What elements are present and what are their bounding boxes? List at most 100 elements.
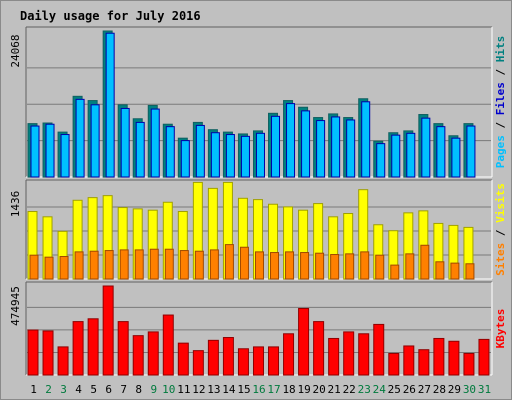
kbytes-bar-day-26	[403, 345, 415, 376]
visits-bar-sites-day-18	[285, 251, 295, 280]
day-label-14: 14	[222, 383, 236, 396]
kbytes-bar-day-12	[192, 350, 204, 376]
kbytes-bar-day-19	[298, 307, 310, 376]
day-label-12: 12	[192, 383, 205, 396]
visits-bar-sites-day-9	[149, 248, 159, 280]
kbytes-bar-day-17	[268, 346, 280, 376]
visits-bar-sites-day-30	[465, 263, 475, 280]
requests-bar-pages-day-19	[301, 110, 311, 178]
visits-bar-sites-day-26	[405, 253, 415, 280]
day-label-17: 17	[267, 383, 280, 396]
requests-bar-pages-day-14	[225, 134, 235, 178]
kbytes-max-label: 474945	[9, 286, 22, 326]
visits-bar-sites-day-10	[164, 248, 174, 280]
day-label-3: 3	[60, 383, 67, 396]
visits-bar-sites-day-8	[134, 249, 144, 280]
requests-bar-pages-day-17	[271, 115, 281, 178]
day-label-9: 9	[150, 383, 157, 396]
kbytes-bar-day-2	[42, 330, 54, 376]
day-label-23: 23	[358, 383, 371, 396]
day-labels: 1 2 3 4 5 6 7 8 9 10 11 12 13 14 15 16 17 18 19 20 21 22 23 24 2…	[30, 383, 491, 396]
visits-bar-sites-day-2	[44, 256, 54, 280]
visits-bar-sites-day-6	[104, 250, 114, 280]
visits-bar-sites-day-21	[330, 254, 340, 280]
kbytes-bar-day-7	[117, 321, 129, 376]
day-label-8: 8	[135, 383, 142, 396]
day-label-19: 19	[297, 383, 310, 396]
day-label-10: 10	[162, 383, 175, 396]
requests-bar-pages-day-6	[105, 32, 115, 178]
kbytes-bar-day-13	[207, 339, 219, 376]
day-label-1: 1	[30, 383, 37, 396]
requests-bar-pages-day-29	[451, 137, 461, 178]
legend-sites: Sites	[494, 243, 507, 276]
day-label-25: 25	[388, 383, 401, 396]
visits-bar-sites-day-1	[29, 254, 39, 280]
chart-title: Daily usage for July 2016	[20, 9, 201, 23]
legend-visits: Visits	[494, 183, 507, 223]
visits-bar-sites-day-23	[360, 251, 370, 280]
requests-bar-pages-day-12	[195, 124, 205, 178]
requests-bar-pages-day-15	[240, 135, 250, 178]
visits-bar-sites-day-22	[345, 253, 355, 280]
day-label-30: 30	[463, 383, 476, 396]
requests-bar-pages-day-25	[391, 134, 401, 178]
requests-bar-pages-day-24	[376, 143, 386, 178]
day-label-29: 29	[448, 383, 461, 396]
kbytes-bar-day-3	[57, 346, 69, 376]
requests-bar-pages-day-28	[436, 126, 446, 178]
visits-bar-sites-day-27	[420, 244, 430, 280]
visits-bar-sites-day-25	[390, 264, 400, 280]
requests-bar-pages-day-8	[135, 121, 145, 178]
day-label-20: 20	[313, 383, 326, 396]
requests-bar-pages-day-2	[45, 123, 55, 178]
day-label-5: 5	[90, 383, 97, 396]
kbytes-bar-day-4	[72, 321, 84, 376]
day-label-26: 26	[403, 383, 416, 396]
day-label-24: 24	[373, 383, 387, 396]
requests-panel: 24068 Pages / Files / Hits	[9, 26, 507, 178]
requests-bar-pages-day-9	[150, 108, 160, 178]
requests-bar-pages-day-5	[90, 104, 100, 178]
requests-bar-pages-day-27	[421, 117, 431, 178]
kbytes-bar-day-23	[358, 333, 370, 376]
kbytes-bar-day-20	[313, 321, 325, 376]
visits-bar-sites-day-20	[315, 252, 325, 280]
kbytes-bar-day-24	[373, 323, 385, 376]
visits-bar-sites-day-16	[254, 251, 264, 280]
requests-bar-pages-day-18	[286, 103, 296, 178]
day-label-11: 11	[177, 383, 190, 396]
kbytes-bar-day-27	[418, 349, 430, 376]
visits-bar-sites-day-13	[209, 249, 219, 280]
kbytes-bar-day-28	[433, 337, 445, 376]
kbytes-bar-day-1	[27, 329, 39, 376]
day-label-28: 28	[433, 383, 446, 396]
kbytes-bar-day-18	[283, 333, 295, 376]
legend-hits: Hits	[494, 36, 507, 63]
requests-bar-pages-day-13	[210, 132, 220, 178]
kbytes-panel: 474945 KBytes	[9, 281, 507, 376]
day-label-4: 4	[75, 383, 82, 396]
requests-bar-pages-day-7	[120, 107, 130, 178]
legend-kbytes: KBytes	[494, 309, 507, 349]
day-label-27: 27	[418, 383, 431, 396]
legend-separator: /	[494, 115, 507, 135]
kbytes-bar-day-16	[252, 346, 264, 376]
requests-bar-pages-day-22	[346, 119, 356, 178]
day-label-7: 7	[120, 383, 127, 396]
requests-bar-pages-day-30	[466, 125, 476, 178]
legend-pages: Pages	[494, 135, 507, 168]
visits-bar-sites-day-28	[435, 261, 445, 280]
day-label-16: 16	[252, 383, 265, 396]
visits-bar-sites-day-3	[59, 256, 69, 280]
kbytes-bar-day-6	[102, 285, 114, 376]
requests-max-label: 24068	[9, 34, 22, 67]
day-label-13: 13	[207, 383, 220, 396]
visits-panel: 1436 Sites / Visits	[9, 179, 507, 280]
visits-legend: Sites / Visits	[494, 183, 507, 276]
requests-bar-pages-day-11	[180, 140, 190, 178]
day-label-21: 21	[328, 383, 341, 396]
day-label-31: 31	[478, 383, 491, 396]
requests-bar-pages-day-21	[331, 116, 341, 178]
